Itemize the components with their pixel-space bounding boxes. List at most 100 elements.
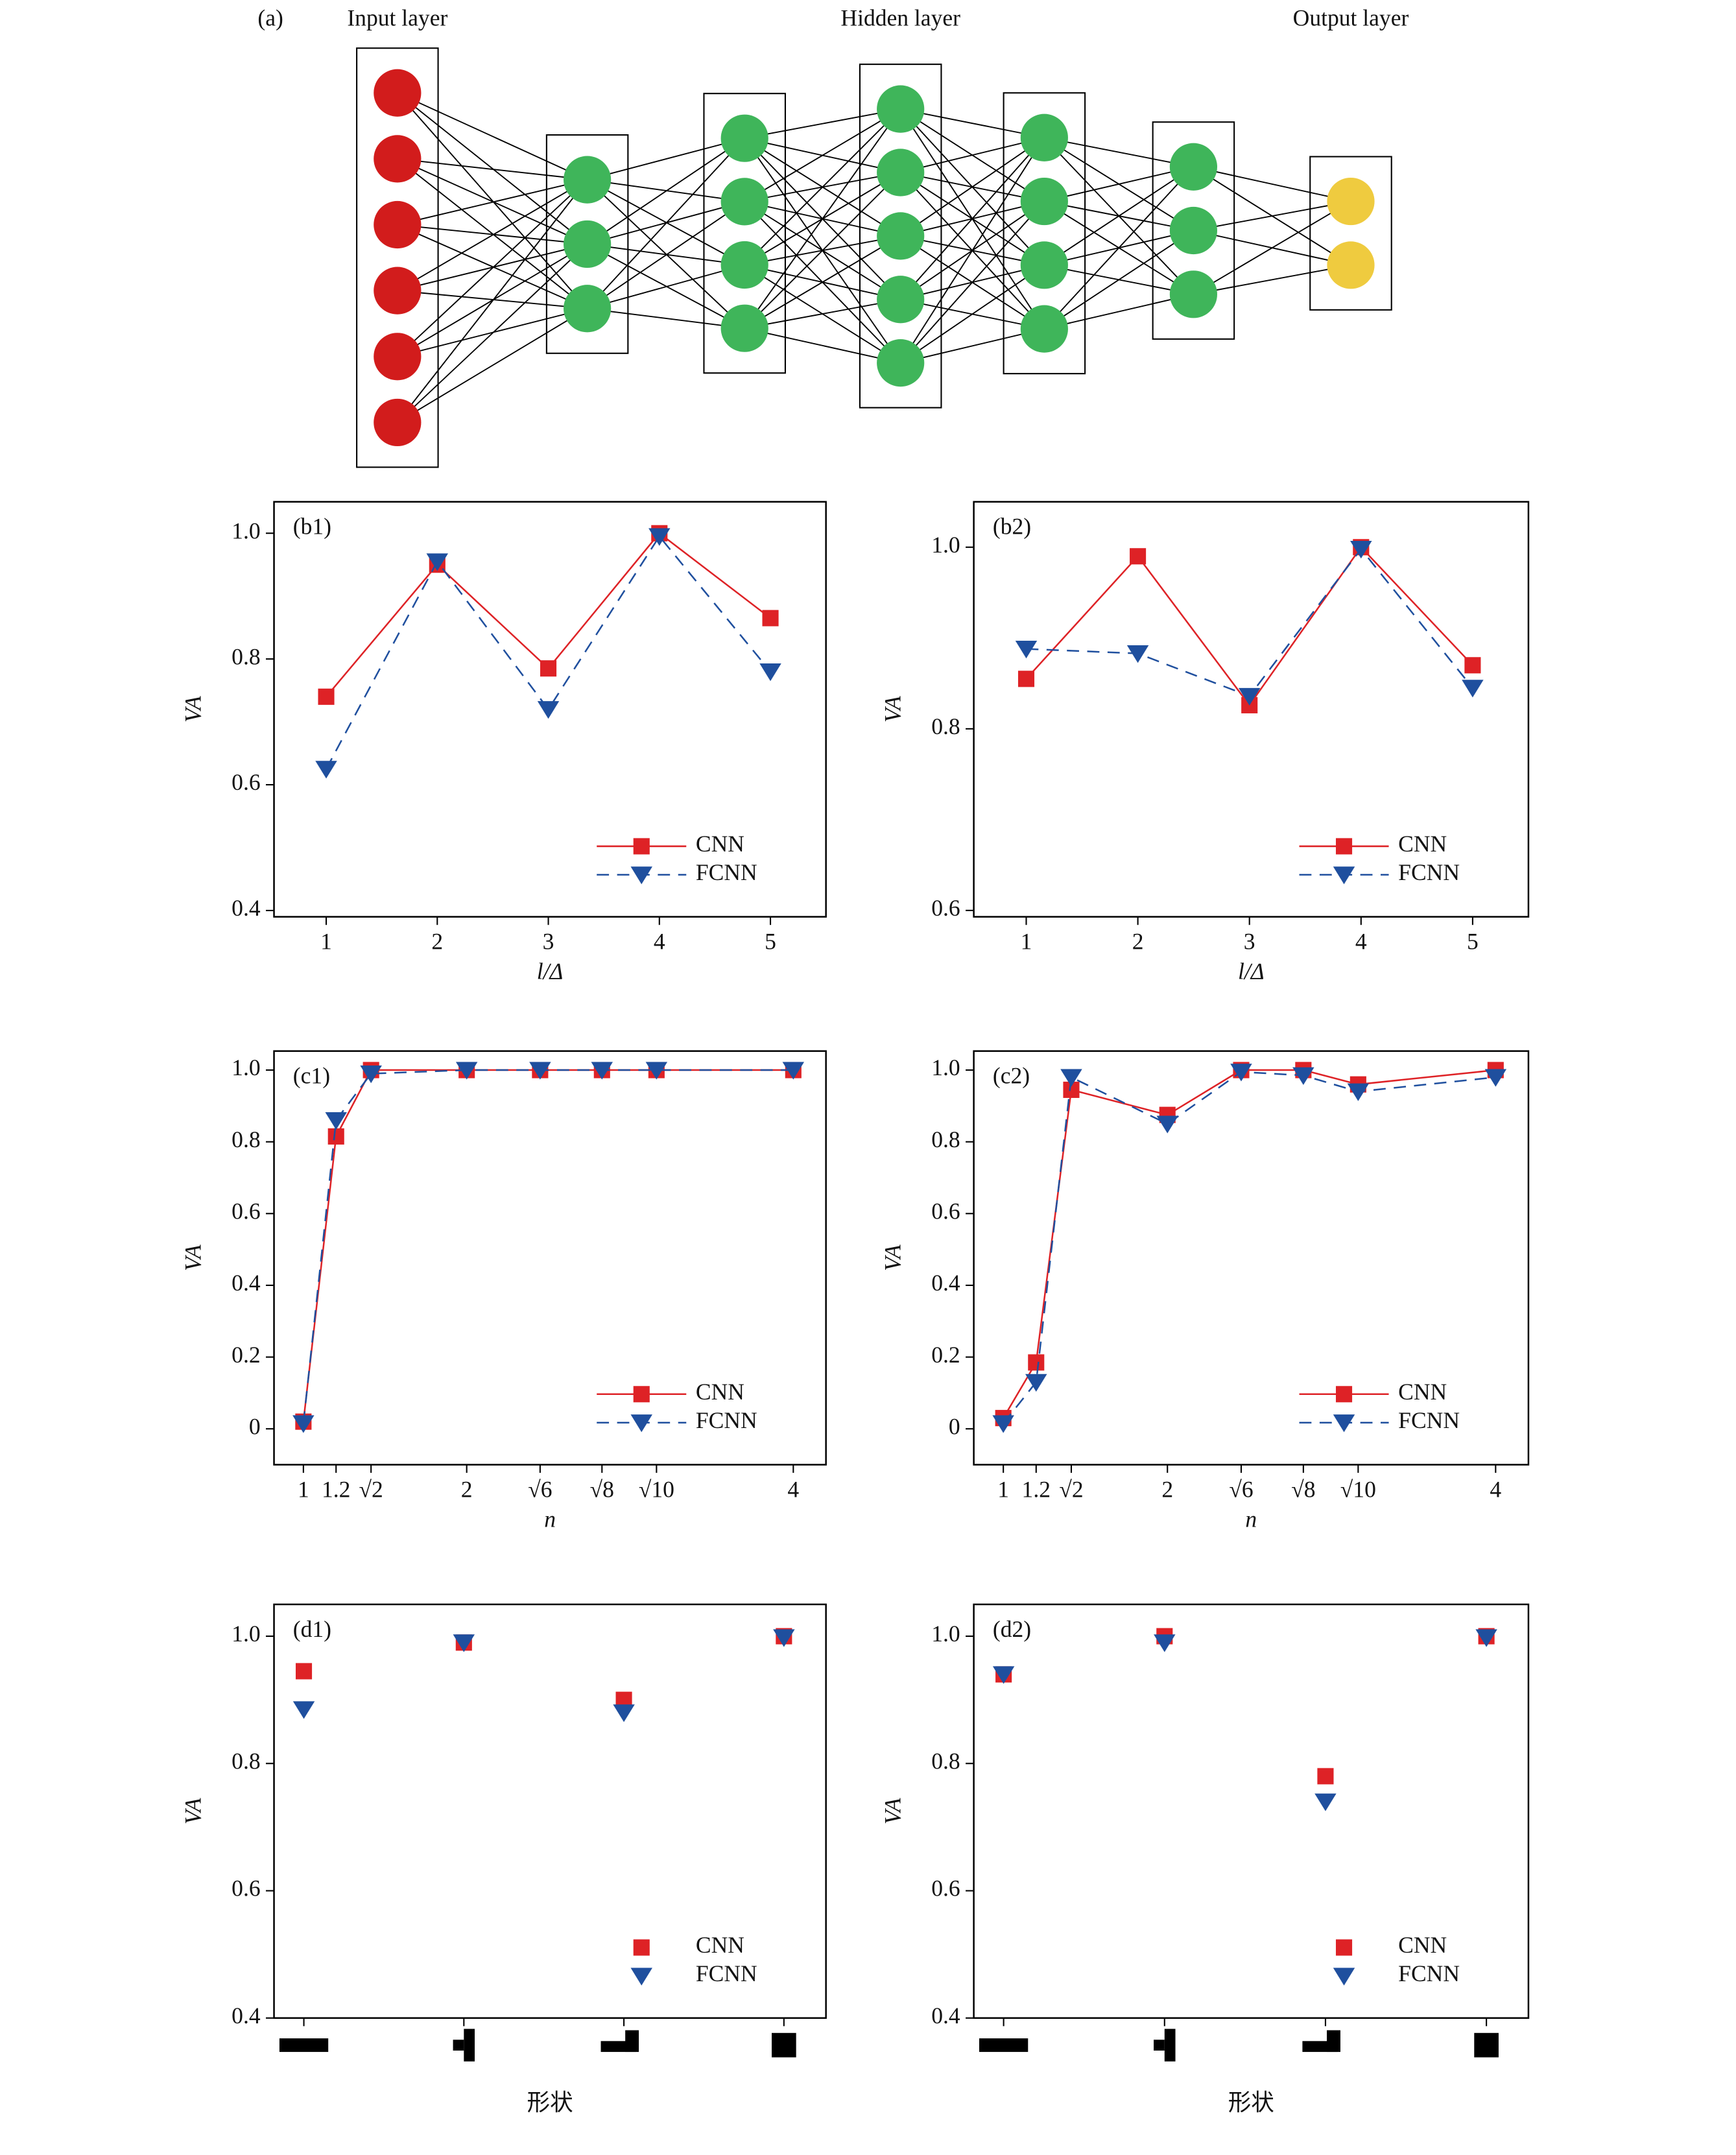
neuron: [1327, 241, 1375, 289]
layer-title: Hidden layer: [840, 5, 960, 31]
marker-square: [318, 688, 335, 705]
y-tick-label: 0.6: [232, 1198, 260, 1224]
y-axis-label: VA: [879, 1798, 905, 1824]
panel-label: (d2): [993, 1616, 1031, 1642]
plot-frame: [973, 1050, 1530, 1466]
connection: [586, 137, 745, 309]
marker-triangle: [1314, 1793, 1337, 1811]
connection: [1043, 166, 1194, 266]
connection: [900, 328, 1045, 364]
y-tick-label: 0.8: [931, 713, 960, 739]
connection: [1193, 200, 1351, 295]
connection: [899, 137, 1045, 364]
panel-label: (b1): [293, 514, 331, 540]
x-tick-label: 2: [461, 1477, 473, 1503]
y-tick-label: 0.2: [931, 1342, 960, 1368]
x-axis-label: n: [544, 1506, 556, 1532]
shape-icon: [464, 2029, 475, 2062]
x-tick-label: √2: [1059, 1477, 1083, 1503]
shape-icon: [625, 2030, 639, 2053]
legend-label: CNN: [696, 1932, 744, 1958]
neuron: [374, 333, 422, 381]
connection: [397, 158, 588, 309]
legend-marker: [1335, 1939, 1353, 1956]
connection: [397, 224, 588, 245]
legend-marker: [633, 1939, 650, 1956]
y-axis-label: VA: [879, 696, 905, 722]
neuron: [564, 156, 612, 204]
neuron: [877, 149, 925, 196]
neuron: [720, 114, 768, 162]
marker-square: [762, 610, 779, 626]
y-tick-label: 0.6: [931, 1198, 960, 1224]
x-tick-label: 1: [1021, 929, 1032, 955]
series-line: [302, 1069, 794, 1422]
marker-square: [1028, 1354, 1045, 1371]
neuron: [1020, 177, 1068, 226]
neuron: [374, 135, 422, 183]
x-axis-label: l/Δ: [1238, 958, 1265, 984]
neuron: [720, 304, 768, 352]
y-tick-label: 0.6: [931, 895, 960, 921]
y-tick-label: 1.0: [931, 532, 960, 558]
y-tick-label: 1.0: [931, 1621, 960, 1647]
marker-triangle: [426, 553, 449, 571]
neuron: [374, 267, 422, 315]
marker-triangle: [1347, 1083, 1370, 1101]
legend-marker: [630, 1968, 652, 1986]
marker-triangle: [1154, 1634, 1176, 1652]
shape-icon: [1154, 2040, 1165, 2051]
x-tick-label: 1: [298, 1477, 309, 1503]
x-tick-label: √8: [1291, 1477, 1315, 1503]
neuron: [720, 241, 768, 289]
panel-label: (c2): [993, 1063, 1030, 1089]
marker-triangle: [1350, 541, 1372, 559]
legend-marker: [630, 866, 652, 885]
legend-marker: [1333, 866, 1355, 885]
marker-triangle: [360, 1066, 382, 1084]
connection: [397, 307, 588, 423]
marker-triangle: [1475, 1629, 1497, 1647]
connection: [744, 235, 901, 329]
shape-icon: [1327, 2030, 1340, 2053]
legend-marker: [1333, 1414, 1355, 1433]
neuron: [720, 178, 768, 226]
shape-icon: [279, 2038, 329, 2053]
x-tick-label: 5: [765, 929, 776, 955]
marker-triangle: [992, 1415, 1014, 1433]
x-tick-label: 1.2: [1022, 1477, 1051, 1503]
y-tick-label: 0.4: [931, 2003, 960, 2029]
neuron: [564, 220, 612, 268]
marker-triangle: [992, 1666, 1015, 1684]
marker-triangle: [1292, 1067, 1314, 1085]
plot-frame: [973, 501, 1530, 918]
layer-box: [1003, 92, 1086, 375]
connection: [397, 179, 588, 423]
connection: [397, 179, 588, 226]
x-tick-label: 4: [1490, 1477, 1501, 1503]
marker-triangle: [1126, 645, 1149, 663]
x-tick-label: 2: [1161, 1477, 1173, 1503]
connection: [587, 137, 745, 245]
legend-marker: [633, 1386, 650, 1403]
plot-frame: [973, 1603, 1530, 2019]
connection: [1043, 166, 1195, 329]
marker-square: [327, 1128, 344, 1145]
legend-label: FCNN: [696, 859, 757, 885]
layer-box: [545, 134, 629, 354]
series-line: [1003, 1071, 1496, 1424]
neuron: [1169, 143, 1217, 191]
connection: [1044, 166, 1194, 202]
connection: [744, 108, 901, 266]
y-tick-label: 1.0: [931, 1054, 960, 1080]
layer-box: [1152, 121, 1235, 340]
panel-label: (a): [257, 5, 283, 31]
legend-marker: [633, 838, 650, 855]
marker-triangle: [759, 663, 781, 682]
connection: [1044, 293, 1194, 330]
legend-marker: [630, 1414, 652, 1433]
marker-triangle: [782, 1062, 805, 1080]
series-line: [325, 534, 772, 770]
x-tick-label: 2: [1132, 929, 1144, 955]
